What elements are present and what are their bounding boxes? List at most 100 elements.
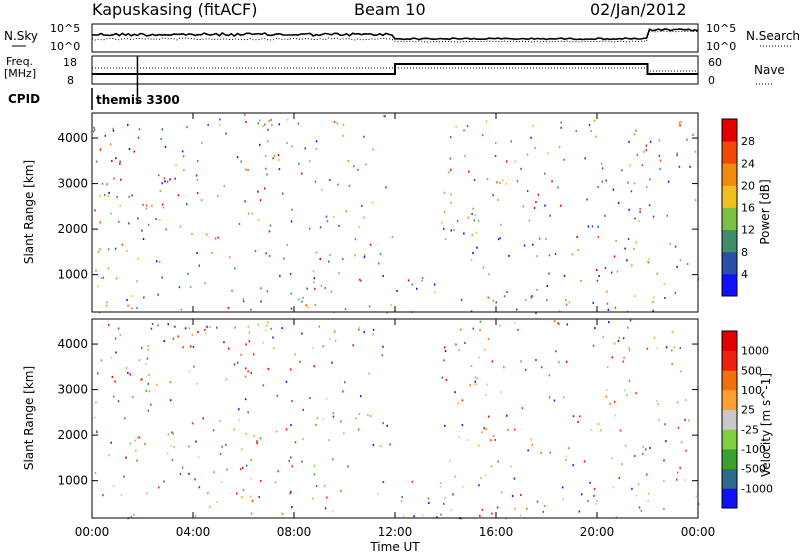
heatmap-cell — [618, 477, 620, 479]
heatmap-cell — [309, 160, 311, 163]
heatmap-cell — [315, 423, 317, 426]
heatmap-cell — [131, 307, 133, 310]
heatmap-cell — [535, 311, 537, 314]
heatmap-cell — [281, 512, 284, 515]
heatmap-cell — [95, 269, 97, 272]
heatmap-cell — [181, 466, 184, 469]
heatmap-cell — [156, 260, 158, 263]
heatmap-cell — [264, 155, 267, 158]
heatmap-cell — [354, 254, 356, 257]
heatmap-cell — [671, 331, 674, 333]
heatmap-cell — [95, 430, 98, 433]
heatmap-cell — [386, 424, 388, 427]
heatmap-cell — [219, 453, 222, 455]
heatmap-cell — [615, 240, 617, 242]
heatmap-cell — [587, 500, 589, 503]
heatmap-cell — [486, 383, 488, 386]
heatmap-cell — [172, 432, 174, 435]
heatmap-cell — [507, 428, 509, 431]
heatmap-cell — [491, 512, 493, 515]
heatmap-cell — [354, 238, 357, 241]
heatmap-cell — [115, 277, 118, 280]
heatmap-cell — [363, 135, 365, 138]
nsky-line — [91, 28, 699, 41]
heatmap-cell — [506, 414, 508, 417]
heatmap-cell — [590, 130, 592, 133]
heatmap-cell — [514, 322, 516, 324]
colorbar-tick-label: 1000 — [741, 345, 769, 358]
heatmap-cell — [513, 428, 516, 431]
velocity-heatmap — [94, 319, 700, 520]
heatmap-cell — [217, 195, 219, 198]
heatmap-cell — [472, 327, 474, 330]
heatmap-cell — [547, 152, 549, 155]
heatmap-cell — [123, 475, 125, 478]
nsky-panel — [91, 23, 699, 53]
heatmap-cell — [482, 266, 485, 269]
heatmap-cell — [663, 459, 665, 462]
heatmap-cell — [331, 510, 334, 513]
colorbar-swatch — [722, 331, 737, 352]
heatmap-cell — [695, 495, 697, 498]
heatmap-cell — [347, 465, 349, 468]
heatmap-cell — [676, 471, 679, 474]
heatmap-cell — [119, 162, 121, 165]
time-tick-label: 12:00 — [378, 525, 413, 539]
heatmap-cell — [371, 201, 374, 204]
heatmap-cell — [452, 493, 454, 496]
heatmap-cell — [114, 337, 117, 340]
colorbar-swatch — [722, 429, 737, 450]
heatmap-cell — [289, 368, 292, 371]
power-y-axis: 1000 2000 3000 4000 — [57, 131, 698, 282]
heatmap-cell — [259, 143, 261, 146]
heatmap-cell — [251, 500, 254, 503]
heatmap-cell — [360, 279, 362, 282]
heatmap-cell — [273, 347, 275, 350]
heatmap-cell — [214, 237, 217, 240]
heatmap-cell — [572, 464, 574, 467]
heatmap-cell — [628, 380, 631, 382]
heatmap-cell — [169, 381, 172, 384]
heatmap-cell — [470, 365, 473, 367]
heatmap-cell — [209, 505, 211, 508]
heatmap-cell — [333, 216, 335, 219]
heatmap-cell — [116, 196, 118, 199]
heatmap-cell — [187, 272, 189, 275]
nsearch-line — [91, 30, 699, 43]
heatmap-cell — [200, 199, 203, 202]
heatmap-cell — [553, 320, 556, 323]
heatmap-cell — [469, 384, 471, 387]
heatmap-cell — [211, 252, 213, 254]
heatmap-cell — [548, 272, 550, 275]
heatmap-cell — [241, 448, 243, 451]
heatmap-cell — [129, 373, 131, 376]
heatmap-cell — [592, 344, 595, 347]
heatmap-cell — [244, 113, 246, 116]
heatmap-cell — [244, 367, 247, 370]
heatmap-cell — [272, 157, 274, 160]
heatmap-cell — [155, 218, 157, 220]
heatmap-cell — [326, 220, 329, 223]
power-ylabel: Slant Range [km] — [22, 160, 36, 264]
heatmap-cell — [638, 506, 641, 509]
heatmap-cell — [597, 225, 599, 228]
heatmap-cell — [195, 440, 197, 443]
heatmap-cell — [379, 445, 382, 447]
heatmap-cell — [571, 253, 574, 256]
heatmap-cell — [290, 220, 293, 223]
heatmap-cell — [247, 212, 250, 215]
heatmap-cell — [600, 162, 603, 165]
heatmap-cell — [269, 224, 272, 227]
heatmap-cell — [315, 140, 318, 143]
heatmap-cell — [588, 124, 591, 126]
heatmap-cell — [267, 367, 269, 370]
heatmap-cell — [476, 377, 479, 380]
heatmap-cell — [272, 336, 274, 339]
heatmap-cell — [207, 492, 209, 495]
heatmap-cell — [240, 468, 242, 471]
heatmap-cell — [257, 218, 260, 221]
heatmap-cell — [302, 408, 304, 411]
heatmap-cell — [120, 494, 123, 496]
heatmap-cell — [440, 481, 442, 484]
heatmap-cell — [638, 220, 641, 223]
